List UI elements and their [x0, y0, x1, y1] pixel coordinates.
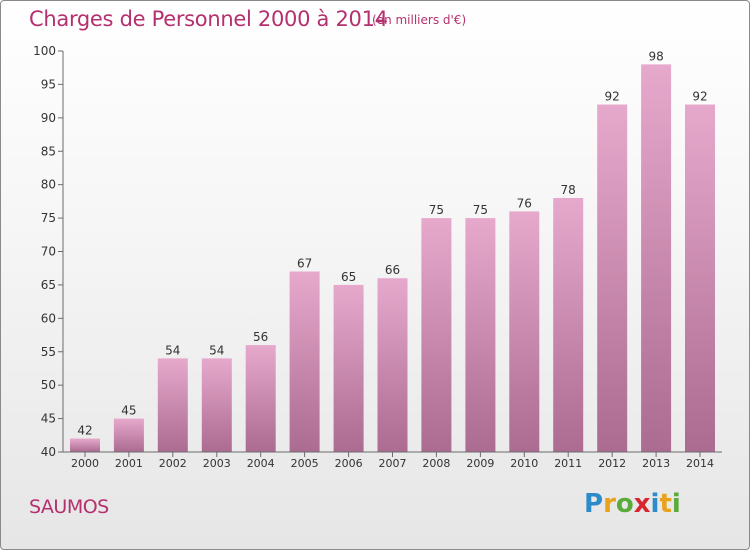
bar — [641, 64, 672, 453]
logo-letter: t — [659, 489, 672, 519]
x-tick-label: 2007 — [379, 457, 407, 470]
x-tick-label: 2014 — [686, 457, 714, 470]
data-label: 75 — [429, 203, 444, 217]
y-tick-label: 100 — [33, 44, 56, 58]
x-tick-label: 2005 — [291, 457, 319, 470]
data-label: 78 — [561, 183, 576, 197]
x-tick-label: 2000 — [71, 457, 99, 470]
x-tick-label: 2013 — [642, 457, 670, 470]
x-tick-label: 2006 — [335, 457, 363, 470]
bar — [113, 418, 144, 452]
bar — [509, 211, 540, 452]
x-tick-label: 2001 — [115, 457, 143, 470]
data-label: 75 — [473, 203, 488, 217]
chart-title: Charges de Personnel 2000 à 2014 — [29, 7, 388, 31]
data-label: 92 — [605, 90, 620, 104]
data-label: 54 — [209, 343, 224, 357]
data-label: 67 — [297, 257, 312, 271]
y-tick-label: 75 — [41, 211, 56, 225]
y-tick-label: 55 — [41, 345, 56, 359]
data-label: 92 — [692, 90, 707, 104]
logo-letter: r — [603, 489, 616, 519]
bar — [70, 438, 100, 452]
x-tick-label: 2008 — [422, 457, 450, 470]
x-tick-label: 2011 — [554, 457, 582, 470]
bar — [465, 218, 496, 452]
logo-letter: x — [633, 489, 651, 519]
x-tick-label: 2003 — [203, 457, 231, 470]
bar — [289, 271, 320, 452]
x-tick-label: 2012 — [598, 457, 626, 470]
y-tick-label: 85 — [41, 144, 56, 158]
data-label: 65 — [341, 270, 356, 284]
y-tick-label: 70 — [41, 245, 56, 259]
y-tick-label: 80 — [41, 178, 56, 192]
proxiti-logo: Proxiti — [584, 489, 681, 519]
bar — [157, 358, 188, 452]
bar — [685, 104, 715, 452]
data-label: 45 — [121, 404, 136, 418]
bar — [553, 198, 584, 452]
logo-letter: i — [650, 489, 660, 519]
bar — [421, 218, 452, 452]
x-tick-label: 2004 — [247, 457, 275, 470]
y-tick-label: 65 — [41, 278, 56, 292]
data-label: 54 — [165, 343, 180, 357]
logo-letter: P — [584, 489, 604, 519]
bar — [201, 358, 232, 452]
data-label: 76 — [517, 196, 532, 210]
data-label: 98 — [648, 49, 663, 63]
y-tick-label: 90 — [41, 111, 56, 125]
y-tick-label: 95 — [41, 77, 56, 91]
bar — [333, 284, 364, 452]
data-label: 66 — [385, 263, 400, 277]
x-tick-label: 2009 — [466, 457, 494, 470]
data-label: 42 — [77, 424, 92, 438]
chart-subtitle: (en milliers d'€) — [372, 13, 467, 27]
bar — [377, 278, 408, 452]
x-tick-label: 2002 — [159, 457, 187, 470]
logo-letter: o — [615, 489, 634, 519]
bar — [245, 345, 276, 452]
y-tick-label: 60 — [41, 311, 56, 325]
bar — [597, 104, 628, 452]
y-tick-label: 40 — [41, 445, 56, 459]
x-tick-label: 2010 — [510, 457, 538, 470]
commune-name: SAUMOS — [29, 496, 109, 518]
logo-letter: i — [671, 489, 681, 519]
data-label: 56 — [253, 330, 268, 344]
y-tick-label: 45 — [41, 412, 56, 426]
y-tick-label: 50 — [41, 378, 56, 392]
